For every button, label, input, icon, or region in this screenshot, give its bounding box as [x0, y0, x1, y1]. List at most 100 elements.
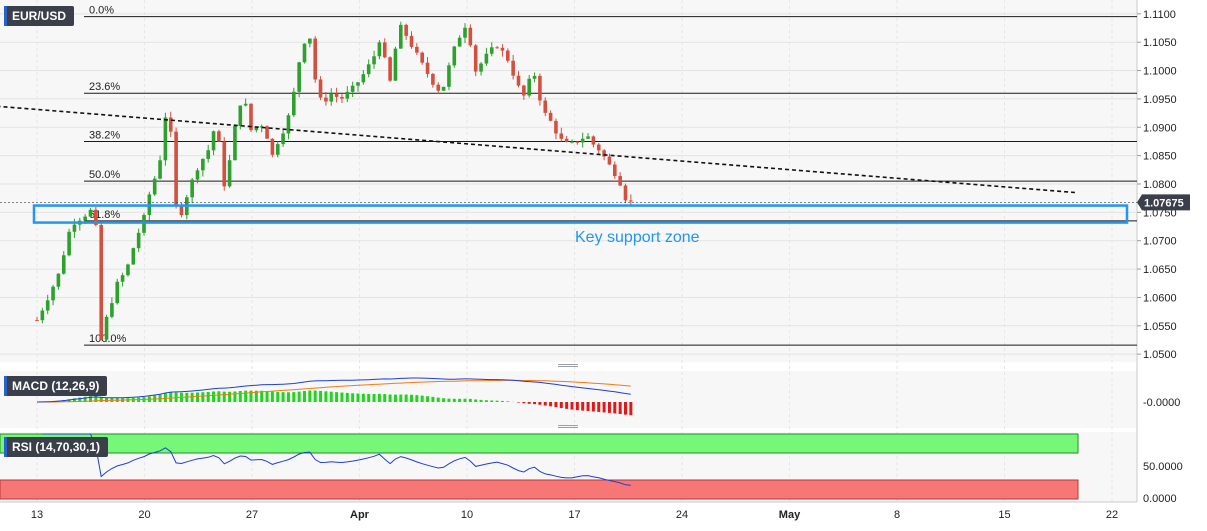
macd-signal-line	[37, 379, 631, 403]
candle-body	[67, 231, 71, 256]
candle-body	[142, 214, 146, 233]
candle-body	[158, 160, 162, 179]
candle-body	[506, 50, 510, 61]
candle-body	[575, 141, 580, 143]
support-zone	[32, 204, 1129, 224]
candle-body	[94, 209, 98, 225]
time-tick-label: 24	[676, 509, 688, 521]
candle-body	[393, 48, 398, 81]
candle-body	[495, 47, 499, 49]
candle-body	[511, 60, 515, 76]
grid	[0, 0, 1137, 502]
candle-body	[602, 150, 606, 157]
candle-body	[238, 105, 243, 126]
candle-body	[554, 120, 558, 134]
candle-body	[270, 138, 275, 155]
candle-body	[361, 74, 366, 83]
candle-body	[388, 57, 392, 81]
candle-body	[318, 79, 323, 98]
candle-body	[99, 224, 103, 340]
candle-body	[45, 300, 50, 311]
price-tick-label: 1.1100	[1143, 9, 1176, 21]
candle-body	[286, 115, 291, 134]
candle-body	[190, 179, 194, 198]
fib-label: 50.0%	[89, 169, 120, 181]
candle-body	[463, 27, 467, 38]
candle-body	[110, 303, 114, 317]
candle-body	[233, 125, 237, 161]
candle-body	[570, 141, 574, 143]
time-axis: 13 20 27 Apr 10 17 24 May 8 15 22	[31, 509, 1118, 521]
candle-body	[580, 138, 585, 143]
candle-body	[88, 209, 93, 217]
pane-divider-handle[interactable]	[558, 363, 578, 369]
candle-body	[538, 75, 542, 101]
candle-body	[40, 310, 45, 321]
candle-body	[404, 24, 408, 36]
rsi-indicator	[42, 433, 631, 486]
rsi-overbought-band	[0, 433, 1079, 454]
candle-body	[527, 78, 531, 96]
candle-body	[83, 216, 87, 221]
candle-body	[254, 127, 259, 131]
candle-body	[457, 37, 462, 47]
candle-body	[516, 75, 521, 86]
candle-body	[447, 65, 451, 87]
candle-body	[522, 85, 526, 96]
candle-body	[436, 84, 441, 91]
macd-plot-bg	[0, 371, 1137, 428]
price-axis: 1.1100 1.1050 1.1000 1.0950 1.0900 1.0850 1.08…	[1137, 9, 1177, 361]
candle-body	[201, 158, 205, 171]
fib-label: 61.8%	[89, 209, 120, 221]
candle-body	[399, 24, 403, 49]
time-tick-label: 15	[998, 509, 1010, 521]
candle-body	[302, 43, 307, 63]
rsi-bands	[0, 433, 1079, 500]
candle-body	[452, 46, 457, 66]
macd-label: MACD (12,26,9)	[4, 376, 108, 396]
rsi-label: RSI (14,70,30,1)	[4, 437, 109, 457]
candle-body	[136, 232, 141, 249]
candle-body	[249, 103, 253, 131]
macd-indicator	[36, 377, 633, 416]
candle-body	[222, 141, 227, 187]
macd-zero-tick: -0.0000	[1143, 397, 1180, 409]
candle-body	[607, 156, 612, 165]
time-tick-label: 13	[31, 509, 43, 521]
price-tick-label: 1.0650	[1143, 264, 1177, 276]
pane-divider-handle[interactable]	[558, 424, 578, 430]
time-tick-label: 17	[568, 509, 580, 521]
rsi-tick-50: 50.0000	[1143, 461, 1183, 473]
candle-body	[543, 100, 548, 113]
candle-body	[366, 64, 371, 75]
candle-body	[297, 62, 301, 92]
candle-body	[564, 138, 569, 142]
price-tick-label: 1.1050	[1143, 37, 1177, 49]
time-tick-label: 27	[246, 509, 258, 521]
candle-body	[334, 93, 339, 97]
candle-body	[623, 185, 628, 201]
support-zone-label: Key support zone	[575, 229, 700, 246]
candle-body	[489, 47, 494, 54]
time-tick-label: 10	[461, 509, 473, 521]
price-tag-shape	[1137, 194, 1190, 211]
candle-body	[377, 42, 382, 57]
candle-body	[500, 47, 505, 51]
candle-body	[415, 46, 419, 53]
candle-body	[163, 117, 168, 161]
candle-body	[425, 62, 430, 74]
candle-body	[211, 131, 216, 151]
candle-body	[356, 82, 360, 86]
price-tag: 1.07675	[1137, 194, 1190, 211]
candle-body	[61, 255, 66, 274]
macd-line	[36, 377, 631, 403]
trendline	[0, 105, 1075, 194]
candle-body	[420, 52, 424, 63]
price-tick-label: 1.0600	[1143, 292, 1177, 304]
candle-body	[329, 93, 334, 102]
candle-body	[613, 164, 617, 177]
time-tick-label: 20	[138, 509, 150, 521]
candle-body	[174, 131, 178, 206]
